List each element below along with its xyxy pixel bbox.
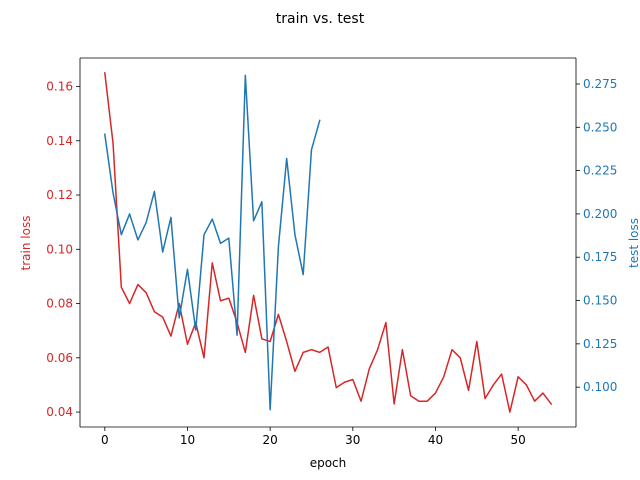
x-tick-label: 50 (510, 433, 525, 447)
y-right-tick-label: 0.150 (583, 294, 617, 308)
x-tick-label: 10 (180, 433, 195, 447)
y-axis-left-label: train loss (19, 216, 33, 271)
y-left-tick-label: 0.16 (46, 79, 73, 93)
y-left-tick-label: 0.14 (46, 134, 73, 148)
y-left-tick-label: 0.08 (46, 297, 73, 311)
x-axis-label: epoch (310, 456, 347, 470)
y-left-tick-label: 0.04 (46, 405, 73, 419)
y-axis-right-label: test loss (627, 218, 640, 268)
y-right-tick-label: 0.250 (583, 120, 617, 134)
x-tick-label: 20 (262, 433, 277, 447)
y-right-tick-label: 0.125 (583, 337, 617, 351)
x-tick-label: 40 (428, 433, 443, 447)
series-line-test-loss (103, 74, 321, 411)
plot-area: 0 10 20 30 40 50 0.04 0.06 0.08 0.10 0.12 0.14 0.16 0… (46, 57, 617, 447)
y-left-tick-label: 0.10 (46, 242, 73, 256)
y-right-tick-label: 0.200 (583, 207, 617, 221)
chart-title: train vs. test (276, 11, 365, 27)
y-right-tick-label: 0.175 (583, 250, 617, 264)
y-left-tick-label: 0.12 (46, 188, 73, 202)
y-right-tick-label: 0.100 (583, 380, 617, 394)
y-right-tick-label: 0.275 (583, 77, 617, 91)
series-line-train-loss (103, 72, 553, 413)
x-tick-label: 0 (101, 433, 109, 447)
y-left-tick-label: 0.06 (46, 351, 73, 365)
x-tick-label: 30 (345, 433, 360, 447)
y-right-tick-label: 0.225 (583, 164, 617, 178)
